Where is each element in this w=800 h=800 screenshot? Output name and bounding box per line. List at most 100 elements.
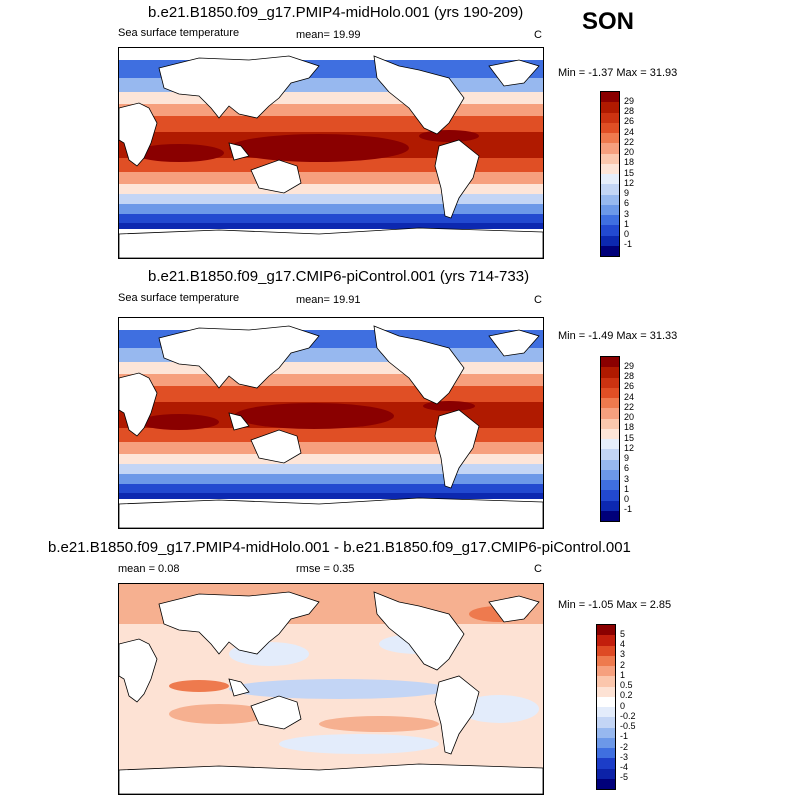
colorbar-label: 9: [624, 188, 630, 198]
colorbar-label: 29: [624, 361, 635, 371]
panel-1-center-label: mean= 19.99: [296, 29, 361, 41]
colorbar-swatch: [597, 686, 615, 697]
colorbar-label: 26: [624, 381, 635, 391]
colorbar-swatch: [601, 112, 619, 123]
panel-3-left-label: mean = 0.08: [118, 563, 180, 575]
colorbar-label: -1: [624, 504, 633, 514]
panel-3-title: b.e21.B1850.f09_g17.PMIP4-midHolo.001 - …: [48, 539, 631, 556]
colorbar-swatch: [597, 778, 615, 789]
colorbar-swatch: [601, 500, 619, 511]
panel-3-map: [118, 583, 544, 795]
colorbar-swatch: [601, 92, 619, 103]
panel-3-minmax: Min = -1.05 Max = 2.85: [558, 599, 672, 611]
panel-1-units: C: [534, 29, 542, 41]
colorbar-swatch: [601, 480, 619, 491]
panel-2-units: C: [534, 294, 542, 306]
colorbar-label: 3: [624, 209, 630, 219]
colorbar-swatch: [597, 727, 615, 738]
colorbar-swatch: [601, 245, 619, 256]
colorbar-swatch: [601, 133, 619, 144]
colorbar-swatch: [601, 143, 619, 154]
season-label: SON: [582, 8, 635, 35]
colorbar-label: -2: [620, 742, 629, 752]
colorbar-label: -3: [620, 752, 629, 762]
colorbar-label: 0.5: [620, 680, 633, 690]
colorbar-swatch: [601, 469, 619, 480]
colorbar-label: 12: [624, 178, 635, 188]
colorbar-swatch: [601, 225, 619, 236]
colorbar-label: 6: [624, 198, 630, 208]
colorbar-label: 22: [624, 402, 635, 412]
colorbar-swatch: [597, 737, 615, 748]
colorbar-swatch: [601, 215, 619, 226]
panel-2-map: [118, 317, 544, 529]
colorbar-label: 9: [624, 453, 630, 463]
panel-1-title: b.e21.B1850.f09_g17.PMIP4-midHolo.001 (y…: [148, 4, 524, 21]
colorbar-label: 3: [624, 474, 630, 484]
colorbar-swatch: [597, 758, 615, 769]
panel-2-minmax: Min = -1.49 Max = 31.33: [558, 330, 678, 342]
colorbar-swatch: [597, 655, 615, 666]
colorbar-swatch: [601, 174, 619, 185]
colorbar-label: 0: [624, 229, 630, 239]
panel-1-left-label: Sea surface temperature: [118, 27, 240, 39]
colorbar-swatch: [601, 439, 619, 450]
colorbar-label: 29: [624, 96, 635, 106]
panel-2-center-label: mean= 19.91: [296, 294, 361, 306]
colorbar-label: 1: [620, 670, 626, 680]
colorbar-label: 15: [624, 168, 635, 178]
colorbar-label: 22: [624, 137, 635, 147]
panel-2-title: b.e21.B1850.f09_g17.CMIP6-piControl.001 …: [148, 268, 530, 285]
colorbar-label: 18: [624, 157, 635, 167]
colorbar-label: -1: [620, 731, 629, 741]
panel-3-colorbar: [596, 624, 616, 790]
colorbar-label: 18: [624, 422, 635, 432]
colorbar-swatch: [597, 717, 615, 728]
colorbar-swatch: [601, 428, 619, 439]
colorbar-swatch: [601, 510, 619, 521]
colorbar-label: -4: [620, 762, 629, 772]
colorbar-swatch: [601, 122, 619, 133]
colorbar-label: 20: [624, 412, 635, 422]
panel-2-colorbar: [600, 356, 620, 522]
colorbar-label: 12: [624, 443, 635, 453]
colorbar-swatch: [601, 408, 619, 419]
colorbar-label: 0: [620, 701, 626, 711]
colorbar-swatch: [601, 163, 619, 174]
colorbar-label: -0.5: [620, 721, 636, 731]
panel-1-map: [118, 47, 544, 259]
colorbar-swatch: [601, 357, 619, 368]
colorbar-swatch: [601, 387, 619, 398]
colorbar-label: 3: [620, 649, 626, 659]
colorbar-label: 26: [624, 116, 635, 126]
colorbar-label: 0: [624, 494, 630, 504]
colorbar-label: 5: [620, 629, 626, 639]
colorbar-swatch: [597, 696, 615, 707]
colorbar-swatch: [597, 748, 615, 759]
colorbar-swatch: [597, 666, 615, 677]
colorbar-swatch: [597, 625, 615, 636]
colorbar-label: 0.2: [620, 690, 633, 700]
colorbar-swatch: [597, 676, 615, 687]
colorbar-label: 1: [624, 484, 630, 494]
colorbar-swatch: [601, 204, 619, 215]
colorbar-label: 20: [624, 147, 635, 157]
sst-map-1: [119, 48, 543, 258]
colorbar-swatch: [601, 418, 619, 429]
colorbar-swatch: [601, 153, 619, 164]
colorbar-label: 28: [624, 106, 635, 116]
colorbar-swatch: [601, 184, 619, 195]
colorbar-label: -0.2: [620, 711, 636, 721]
colorbar-label: -1: [624, 239, 633, 249]
colorbar-label: 24: [624, 392, 635, 402]
colorbar-label: 6: [624, 463, 630, 473]
panel-3-units: C: [534, 563, 542, 575]
sst-diff-map: [119, 584, 543, 794]
colorbar-swatch: [601, 377, 619, 388]
colorbar-label: 24: [624, 127, 635, 137]
colorbar-label: 1: [624, 219, 630, 229]
panel-1-colorbar: [600, 91, 620, 257]
panel-2-left-label: Sea surface temperature: [118, 292, 240, 304]
colorbar-swatch: [597, 707, 615, 718]
colorbar-swatch: [597, 635, 615, 646]
